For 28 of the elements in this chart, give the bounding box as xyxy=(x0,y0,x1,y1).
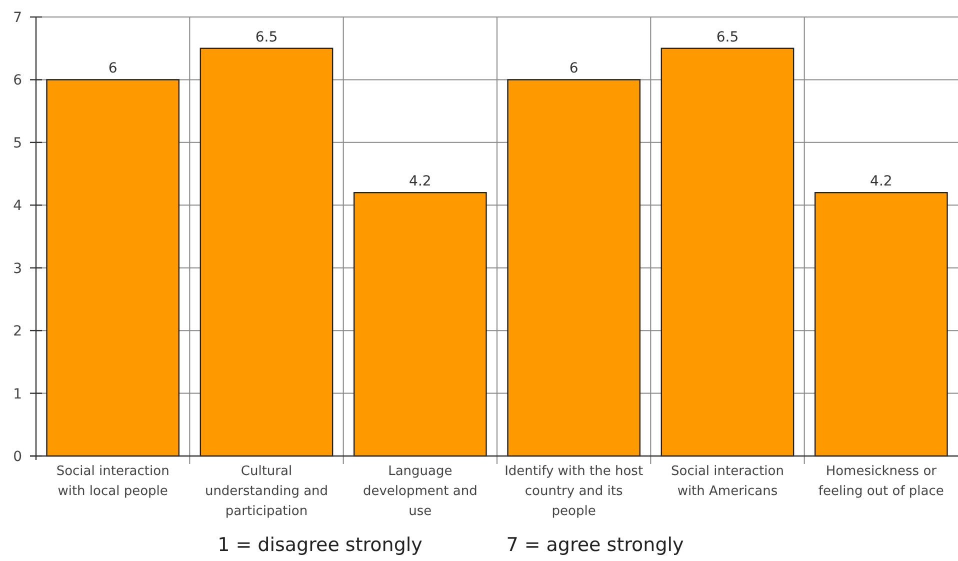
data-label: 4.2 xyxy=(870,174,892,190)
text: 7 = agree strongly xyxy=(506,534,684,556)
x-tick-label: Cultural understanding and participation xyxy=(204,464,328,519)
x-tick-label: Language development and use xyxy=(362,464,478,519)
bar xyxy=(200,48,334,457)
data-label: 6.5 xyxy=(716,29,739,46)
bar xyxy=(507,79,641,457)
y-tick-label: 5 xyxy=(13,135,22,152)
data-label: 4.2 xyxy=(409,174,432,190)
x-tick-label: Social interaction with Americans xyxy=(671,464,784,499)
bar xyxy=(660,48,794,457)
y-tick-label: 0 xyxy=(13,449,22,465)
y-tick-label: 2 xyxy=(13,324,22,340)
y-tick-label: 7 xyxy=(13,10,22,26)
y-tick-label: 3 xyxy=(13,260,22,277)
x-tick-label: Social interaction with local people xyxy=(56,464,170,499)
bar xyxy=(353,192,487,457)
bar xyxy=(46,79,180,457)
data-label: 6.5 xyxy=(255,29,278,46)
bar xyxy=(814,192,948,457)
y-tick-label: 1 xyxy=(13,386,22,402)
data-label: 6 xyxy=(108,60,118,77)
data-label: 6 xyxy=(569,60,578,77)
x-tick-label: Identify with the host country and its people xyxy=(504,464,644,519)
x-tick-label: Homesickness or feeling out of place xyxy=(818,464,944,499)
y-tick-label: 4 xyxy=(13,198,22,214)
y-tick-label: 6 xyxy=(13,72,22,89)
text: 1 = disagree strongly xyxy=(218,534,422,556)
